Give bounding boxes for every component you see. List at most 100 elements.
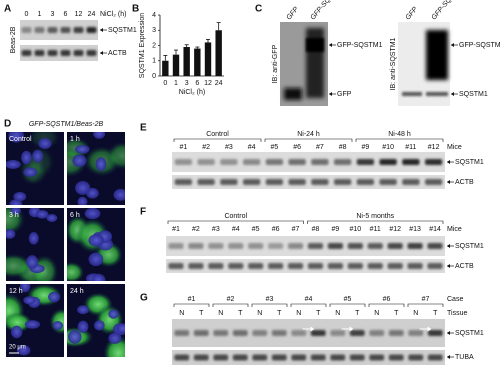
lane-label: #3 [212,226,220,233]
cell [106,141,125,170]
band [188,263,204,269]
tissue-label: N [218,310,223,317]
lane-label: #7 [292,226,300,233]
lane-label: 3 [51,11,55,18]
nucleus [113,188,125,201]
lane-label: #12 [389,226,401,233]
blot [20,45,98,61]
nucleus [35,209,49,219]
micrograph [67,284,125,357]
lane-label: GFP [405,6,420,22]
arrow-head [329,43,332,47]
nucleus [75,144,90,154]
band [197,159,215,165]
band [252,354,268,361]
band-label: SQSTM1 [455,159,484,166]
band [426,92,448,96]
band [424,159,443,165]
tissue-label: T [238,310,243,317]
arrow-head [349,326,354,332]
lane-label: 24 [88,11,96,18]
lane-label: #5 [252,226,260,233]
band [388,354,404,361]
lane-label: GFP [286,6,301,22]
nucleus [72,154,87,167]
tissue-label: N [296,310,301,317]
bracket [368,303,405,307]
x-tick-label: 12 [204,80,212,87]
nucleus [24,320,41,329]
band [291,354,307,361]
x-axis-title: NiCl₂ (h) [179,89,205,96]
y-tick-label: 1 [152,58,156,65]
band [288,159,306,165]
panel-label: E [140,123,147,134]
nucleus [93,320,105,331]
band [287,263,304,269]
tile-label: 3 h [9,212,19,219]
x-tick-label: 0 [163,80,167,87]
band [47,27,58,33]
tile-label: Control [9,136,32,143]
lane-label: #6 [293,144,301,151]
band [367,243,383,249]
band [168,243,184,249]
band [213,330,229,336]
band [347,243,363,249]
tissue-label: T [433,310,438,317]
band [60,27,71,33]
nucleus [21,150,32,165]
y-axis-title: SQSTM1 Expression [139,13,146,78]
tissue-label: T [316,310,321,317]
band [349,354,365,361]
band [402,159,420,165]
nucleus [46,213,58,222]
arrow-head [447,264,450,268]
band [193,354,209,361]
band [333,179,352,185]
band [208,243,224,249]
band [271,330,287,336]
nucleus [32,149,44,163]
band [291,330,307,336]
lane-label: #8 [312,226,320,233]
band [232,330,248,336]
group-label: Control [224,213,247,220]
band [220,179,238,185]
band [265,159,284,165]
bracket [307,220,444,224]
band-label: GFP-SQSTM1 [459,42,500,49]
y-tick-label: 2 [152,42,156,49]
bar [204,42,212,76]
arrow-head [329,92,332,96]
arrow-head [451,92,454,96]
band [379,159,397,165]
band-label: SQSTM1 [459,91,488,98]
band [356,179,375,185]
band [388,330,404,336]
nucleus [23,296,36,305]
tile-label: 1 h [70,136,80,143]
band [284,88,302,100]
lane-label: #14 [429,226,441,233]
micrograph [6,208,64,281]
lane-label: #11 [370,226,381,233]
lane-label: 1 [38,11,42,18]
band [252,330,268,336]
blot [166,259,445,273]
band [248,263,264,269]
band [427,263,443,269]
bracket [173,138,262,142]
group-label: Ni-24 h [297,131,320,138]
band [287,243,304,249]
band [34,50,45,56]
band [306,38,324,52]
bracket [264,138,353,142]
lane-label: 6 [64,11,68,18]
lane-label: #9 [361,144,369,151]
x-tick-label: 3 [185,80,189,87]
nucleus [26,255,39,269]
nucleus [77,196,88,205]
bar [215,30,222,76]
band [333,159,352,165]
